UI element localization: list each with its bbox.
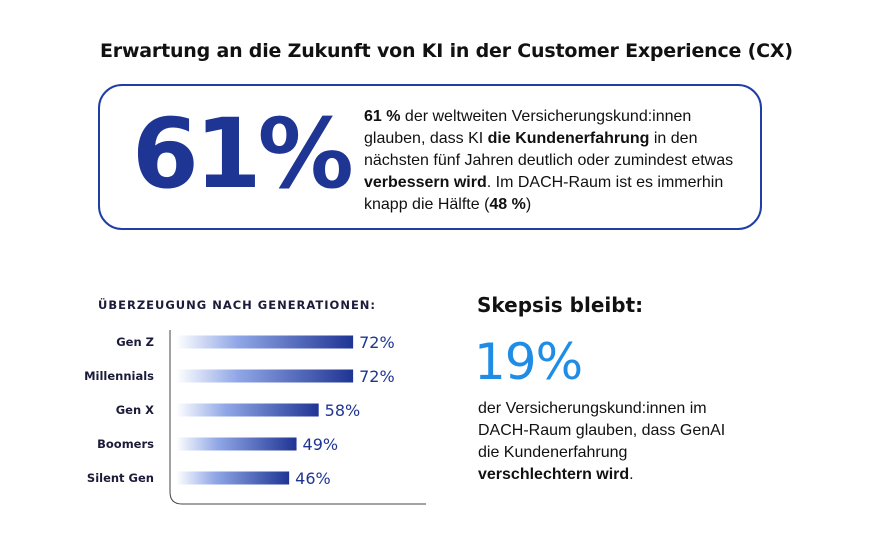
skepsis-text: der Versicherungskund:innen im DACH-Raum… bbox=[478, 398, 738, 486]
category-label: Gen Z bbox=[116, 335, 154, 349]
chart-title: ÜBERZEUGUNG NACH GENERATIONEN: bbox=[98, 298, 377, 312]
category-label: Silent Gen bbox=[87, 471, 154, 485]
skepsis-heading: Skepsis bleibt: bbox=[477, 293, 644, 317]
skepsis-text-segment: verschlechtern wird bbox=[478, 466, 630, 483]
highlight-stat: 61% bbox=[132, 98, 354, 210]
bar bbox=[176, 369, 354, 383]
highlight-text-segment: 48 % bbox=[489, 196, 526, 213]
category-label: Gen X bbox=[116, 403, 154, 417]
highlight-text-segment: ) bbox=[525, 196, 532, 213]
value-label: 72% bbox=[359, 333, 395, 352]
value-label: 46% bbox=[295, 469, 331, 488]
highlight-text-segment: verbessern wird bbox=[364, 174, 487, 191]
category-label: Millennials bbox=[84, 369, 154, 383]
highlight-text-segment: in den nächsten fünf Jahren deutlich ode… bbox=[364, 130, 734, 169]
value-label: 58% bbox=[325, 401, 361, 420]
category-label: Boomers bbox=[97, 437, 154, 451]
skepsis-text-segment: . bbox=[629, 466, 634, 483]
highlight-card: 61% 61 % der weltweiten Versicherungskun… bbox=[98, 84, 762, 230]
highlight-text-segment: die Kundenerfahrung bbox=[487, 130, 650, 147]
value-label: 72% bbox=[359, 367, 395, 386]
highlight-text-segment: 61 % bbox=[364, 108, 401, 125]
skepsis-text-segment: der Versicherungskund:innen im DACH-Raum… bbox=[478, 400, 726, 461]
bar bbox=[176, 437, 297, 451]
skepsis-stat: 19% bbox=[474, 333, 583, 391]
highlight-text-segment: der weltweiten Versicherungskund:innen g… bbox=[364, 108, 692, 147]
chart-axis bbox=[169, 330, 426, 505]
bar bbox=[176, 471, 290, 485]
page-title: Erwartung an die Zukunft von KI in der C… bbox=[100, 40, 793, 62]
value-label: 49% bbox=[303, 435, 339, 454]
highlight-text-segment: . Im DACH-Raum ist es immerhin knapp die… bbox=[364, 174, 724, 213]
generations-bar-chart: Gen Z 72% Millennials 72% Gen X 58% Boomers 49%… bbox=[84, 330, 426, 505]
highlight-text: 61 % der weltweiten Versicherungskund:in… bbox=[364, 106, 734, 216]
bar bbox=[176, 335, 354, 349]
bar bbox=[176, 403, 319, 417]
